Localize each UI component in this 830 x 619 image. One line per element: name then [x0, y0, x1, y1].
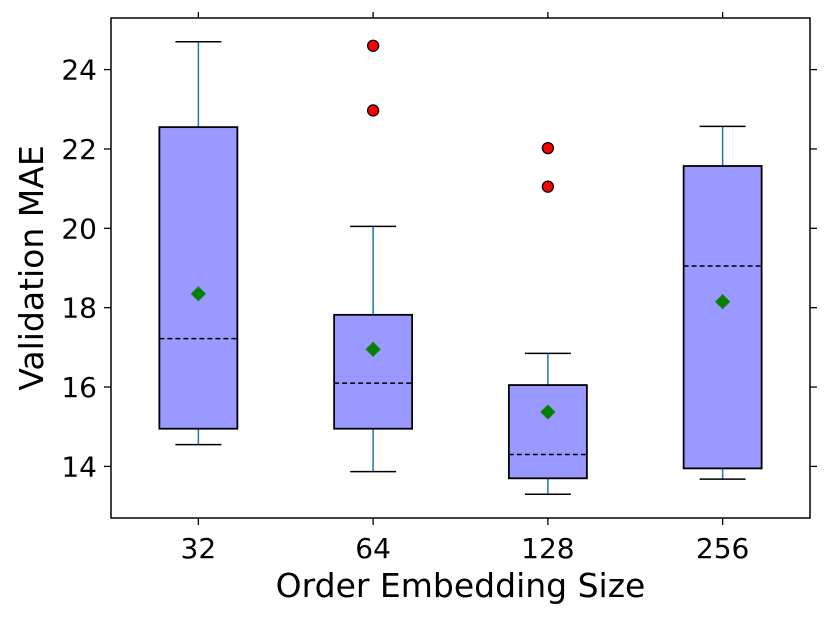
y-tick-label: 16: [61, 371, 97, 404]
box-iqr: [333, 313, 414, 430]
mean-marker: [190, 286, 207, 302]
plot-area: [158, 39, 763, 495]
plot-frame: [110, 17, 811, 519]
y-tick-label: 14: [61, 450, 97, 483]
outlier-point: [541, 180, 555, 193]
box-iqr: [158, 126, 239, 430]
x-tick-label: 128: [521, 532, 574, 565]
box-group-32: [158, 41, 239, 446]
x-tick-label: 256: [696, 532, 749, 565]
box-iqr: [507, 384, 588, 480]
y-axis-title: Validation MAE: [12, 145, 51, 390]
outlier-point: [541, 142, 555, 155]
mean-marker: [365, 341, 381, 358]
box-group-128: [507, 142, 588, 495]
outlier-point: [366, 39, 380, 52]
x-tick-label: 64: [355, 532, 391, 565]
x-tick-label: 32: [181, 532, 217, 565]
y-tick-label: 24: [61, 54, 97, 87]
y-tick-label: 20: [61, 212, 97, 245]
box-group-256: [682, 125, 763, 480]
y-tick-label: 22: [61, 133, 97, 166]
box-iqr: [682, 165, 763, 470]
y-tick-label: 18: [61, 292, 97, 325]
axis-ticks: 32 64 128 256 14 16 18 20 22 24: [61, 12, 817, 565]
outlier-point: [366, 104, 380, 117]
mean-marker: [540, 404, 556, 420]
x-axis-title: Order Embedding Size: [276, 566, 646, 605]
mean-marker: [714, 294, 731, 310]
box-group-64: [333, 39, 414, 473]
